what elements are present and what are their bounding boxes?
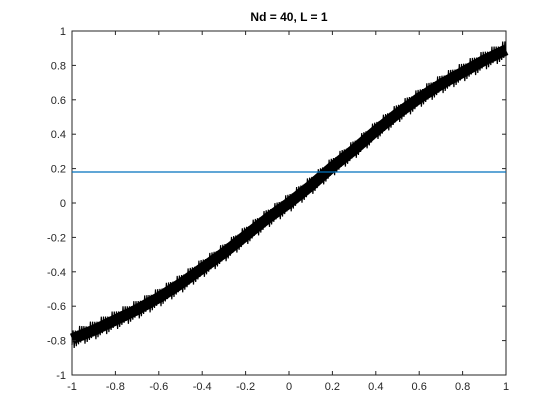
x-axis: -1 -0.8 -0.6 -0.4 -0.2 0 0.2 0.4 0.6 0.8 1: [67, 31, 509, 393]
y-tick-label: 0.6: [51, 95, 66, 107]
x-tick-label: 0.6: [412, 381, 427, 393]
x-tick-label: 1: [503, 381, 509, 393]
y-tick-label: -0.6: [47, 301, 66, 313]
chart-title: Nd = 40, L = 1: [250, 10, 327, 24]
x-tick-label: -1: [67, 381, 77, 393]
series-0-noise: [71, 41, 507, 349]
x-tick-label: -0.6: [149, 381, 168, 393]
plot-area: [69, 30, 509, 376]
y-tick-label: 0: [60, 198, 66, 210]
x-tick-label: 0.4: [368, 381, 383, 393]
x-tick-label: -0.4: [193, 381, 212, 393]
x-tick-label: -0.8: [106, 381, 125, 393]
x-tick-label: 0: [286, 381, 292, 393]
y-tick-label: -0.2: [47, 232, 66, 244]
x-tick-label: -0.2: [236, 381, 255, 393]
x-tick-label: 0.2: [325, 381, 340, 393]
y-tick-label: -0.4: [47, 267, 66, 279]
y-tick-label: -0.8: [47, 336, 66, 348]
y-tick-label: 1: [60, 26, 66, 38]
y-tick-label: 0.2: [51, 164, 66, 176]
y-tick-label: -1: [56, 370, 66, 382]
y-tick-label: 0.4: [51, 129, 66, 141]
x-tick-label: 0.8: [455, 381, 470, 393]
y-tick-label: 0.8: [51, 60, 66, 72]
y-axis: -1 -0.8 -0.6 -0.4 -0.2 0 0.2 0.4 0.6 0.8 1: [47, 26, 506, 382]
